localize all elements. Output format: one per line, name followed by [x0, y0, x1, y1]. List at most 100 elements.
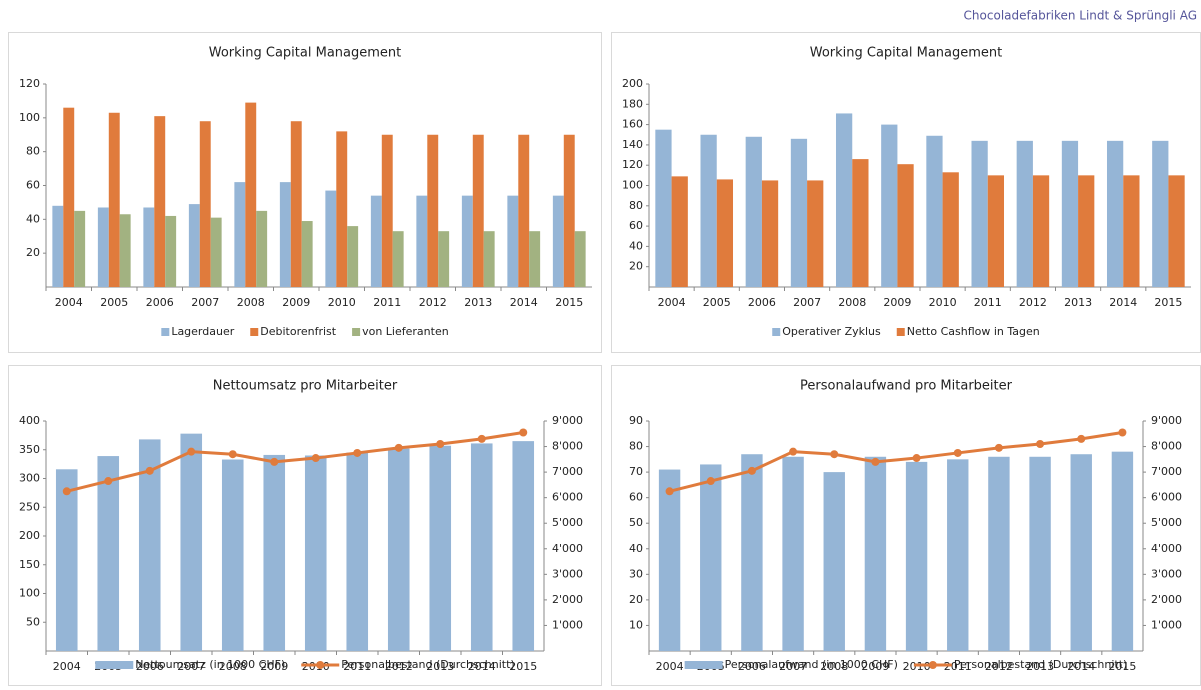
- x-tick-label: 2009: [861, 660, 889, 673]
- bar: [427, 134, 439, 287]
- y-tick-label: 50: [629, 516, 643, 529]
- point: [953, 448, 962, 457]
- x-tick-label: 2010: [929, 296, 957, 309]
- bar: [63, 107, 75, 287]
- chart-title: Working Capital Management: [810, 46, 1003, 61]
- point: [145, 466, 154, 475]
- x-tick-label: 2009: [260, 660, 288, 673]
- y-tick-label: 60: [26, 179, 40, 192]
- bar: [1032, 175, 1050, 287]
- y-tick-label: 350: [19, 443, 40, 456]
- bar: [835, 113, 853, 287]
- x-tick-label: 2008: [219, 660, 247, 673]
- x-tick-label: 2014: [1067, 660, 1095, 673]
- bar: [234, 182, 246, 287]
- bar: [971, 140, 988, 287]
- bar: [563, 134, 575, 287]
- bar: [97, 456, 120, 651]
- legend-swatch: [352, 328, 361, 336]
- bar: [1106, 140, 1124, 287]
- bar: [55, 469, 78, 651]
- bar: [745, 136, 762, 287]
- y-tick-label: 180: [622, 97, 643, 110]
- y2-tick-label: 3'000: [1151, 567, 1182, 580]
- y2-tick-label: 4'000: [552, 542, 583, 555]
- y-tick-label: 80: [629, 199, 643, 212]
- y2-tick-label: 7'000: [552, 465, 583, 478]
- bar: [138, 439, 161, 651]
- x-tick-label: 2004: [55, 296, 83, 309]
- x-tick-label: 2008: [820, 660, 848, 673]
- chart: Nettoumsatz pro Mitarbeiter 50 100 150 200 25…: [8, 365, 602, 686]
- chart: Working Capital Management 20 40 60 80 100 120…: [8, 32, 602, 353]
- legend-swatch: [684, 661, 723, 669]
- legend-label: Netto Cashflow in Tagen: [907, 325, 1040, 338]
- chart: Personalaufwand pro Mitarbeiter 10 20 30 40 5…: [611, 365, 1201, 686]
- y-tick-label: 20: [26, 246, 40, 259]
- bar: [483, 231, 495, 287]
- point: [187, 447, 196, 456]
- x-tick-label: 2013: [1026, 660, 1054, 673]
- x-tick-label: 2006: [738, 660, 766, 673]
- bar: [716, 179, 734, 287]
- point: [665, 487, 674, 496]
- x-tick-label: 2012: [385, 660, 413, 673]
- x-tick-label: 2014: [468, 660, 496, 673]
- y-tick-label: 80: [629, 440, 643, 453]
- point: [912, 454, 921, 463]
- y-tick-label: 160: [622, 118, 643, 131]
- y-tick-label: 150: [19, 558, 40, 571]
- x-tick-label: 2011: [373, 296, 401, 309]
- legend-label: von Lieferanten: [362, 325, 449, 338]
- bar: [304, 455, 327, 651]
- bar: [392, 231, 404, 287]
- legend-label: Debitorenfrist: [260, 325, 337, 338]
- legend: Operativer Zyklus Netto Cashflow in Tagen: [772, 325, 1040, 338]
- point: [747, 466, 756, 475]
- bar: [347, 226, 359, 287]
- bar: [782, 456, 804, 651]
- bar: [1123, 175, 1140, 287]
- point: [789, 447, 798, 456]
- bar: [1029, 456, 1051, 651]
- x-tick-label: 2007: [177, 660, 205, 673]
- y-tick-label: 100: [622, 179, 643, 192]
- bar: [700, 464, 722, 651]
- y2-tick-label: 5'000: [552, 516, 583, 529]
- y-tick-label: 140: [622, 138, 643, 151]
- x-tick-label: 2009: [282, 296, 310, 309]
- y-tick-label: 50: [26, 615, 40, 628]
- bar: [472, 134, 484, 287]
- y2-tick-label: 1'000: [1151, 618, 1182, 631]
- y-tick-label: 40: [26, 212, 40, 225]
- bar: [438, 231, 450, 287]
- chart: Working Capital Management 20 40 60 80 100 120…: [611, 32, 1201, 353]
- bar: [518, 134, 530, 287]
- bar: [947, 459, 969, 651]
- x-tick-label: 2010: [328, 296, 356, 309]
- y2-tick-label: 8'000: [1151, 440, 1182, 453]
- legend-label: Nettoumsatz (in 1000 CHF): [135, 658, 285, 671]
- bar: [529, 231, 541, 287]
- y2-tick-label: 4'000: [1151, 542, 1182, 555]
- point: [353, 448, 362, 457]
- bar: [301, 221, 313, 287]
- y2-tick-label: 9'000: [1151, 414, 1182, 427]
- line: [669, 431, 1123, 493]
- x-tick-label: 2012: [1019, 296, 1047, 309]
- y2-tick-label: 9'000: [552, 414, 583, 427]
- bar: [346, 452, 369, 651]
- bar: [1152, 140, 1169, 287]
- bar: [761, 180, 779, 287]
- legend: Nettoumsatz (in 1000 CHF) Personalbestand…: [95, 658, 515, 671]
- legend-label: Personalbestand (Durchschnitt): [341, 658, 514, 671]
- y2-tick-label: 1'000: [552, 618, 583, 631]
- point: [311, 454, 320, 463]
- x-tick-label: 2008: [838, 296, 866, 309]
- chart-title: Personalaufwand pro Mitarbeiter: [800, 379, 1013, 394]
- point: [104, 477, 113, 486]
- point: [477, 434, 486, 443]
- y-tick-label: 60: [629, 491, 643, 504]
- bar: [263, 454, 286, 651]
- legend-label: Lagerdauer: [171, 325, 234, 338]
